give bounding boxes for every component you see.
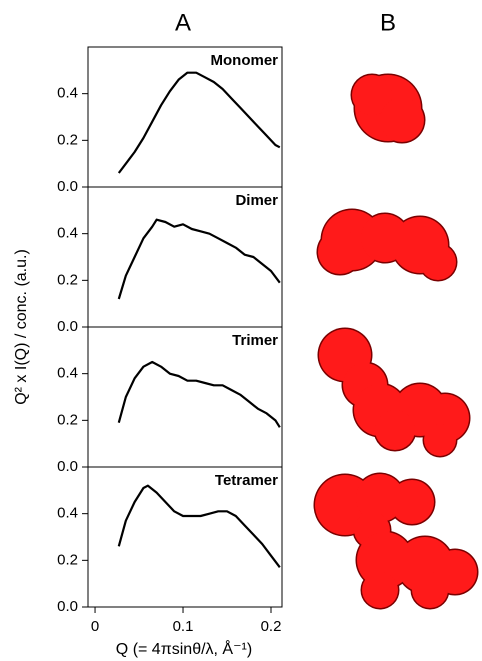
structure-bead <box>420 244 456 280</box>
data-line <box>117 71 281 174</box>
structure-bead <box>352 75 392 115</box>
data-line <box>117 484 281 568</box>
structure-bead <box>380 98 424 142</box>
y-tick-label: 0.4 <box>57 225 78 242</box>
y-tick-label: 0.2 <box>57 551 78 568</box>
structure-bead <box>362 572 398 608</box>
y-tick-label: 0.4 <box>57 365 78 382</box>
y-tick-label: 0.0 <box>57 598 78 615</box>
panel-title: Monomer <box>211 52 279 69</box>
panel-label: B <box>380 9 396 36</box>
y-tick-label: 0.0 <box>57 458 78 475</box>
x-tick-label: 0.2 <box>261 618 282 635</box>
structure-bead <box>424 424 456 456</box>
y-tick-label: 0.2 <box>57 411 78 428</box>
data-line <box>117 218 281 300</box>
structures <box>313 73 479 610</box>
plot-frame <box>87 466 283 608</box>
structure-bead <box>412 572 448 608</box>
panel-title: Trimer <box>232 332 278 349</box>
structure-bead <box>390 480 434 524</box>
y-axis-label: Q² x I(Q) / conc. (a.u.) <box>13 249 30 405</box>
y-tick-label: 0.0 <box>57 178 78 195</box>
x-tick-label: 0.1 <box>173 618 194 635</box>
y-tick-label: 0.2 <box>57 271 78 288</box>
panel-title: Dimer <box>235 192 278 209</box>
y-tick-label: 0.0 <box>57 318 78 335</box>
x-axis-label: Q (= 4πsinθ/λ, Å⁻¹) <box>116 639 252 658</box>
structure-bead <box>375 410 415 450</box>
y-tick-label: 0.4 <box>57 85 78 102</box>
data-line <box>117 360 281 428</box>
structure-bead <box>318 230 362 274</box>
panel-label: A <box>175 9 191 36</box>
panel-title: Tetramer <box>215 472 278 489</box>
x-tick-label: 0 <box>91 618 99 635</box>
y-tick-label: 0.2 <box>57 131 78 148</box>
y-tick-label: 0.4 <box>57 505 78 522</box>
